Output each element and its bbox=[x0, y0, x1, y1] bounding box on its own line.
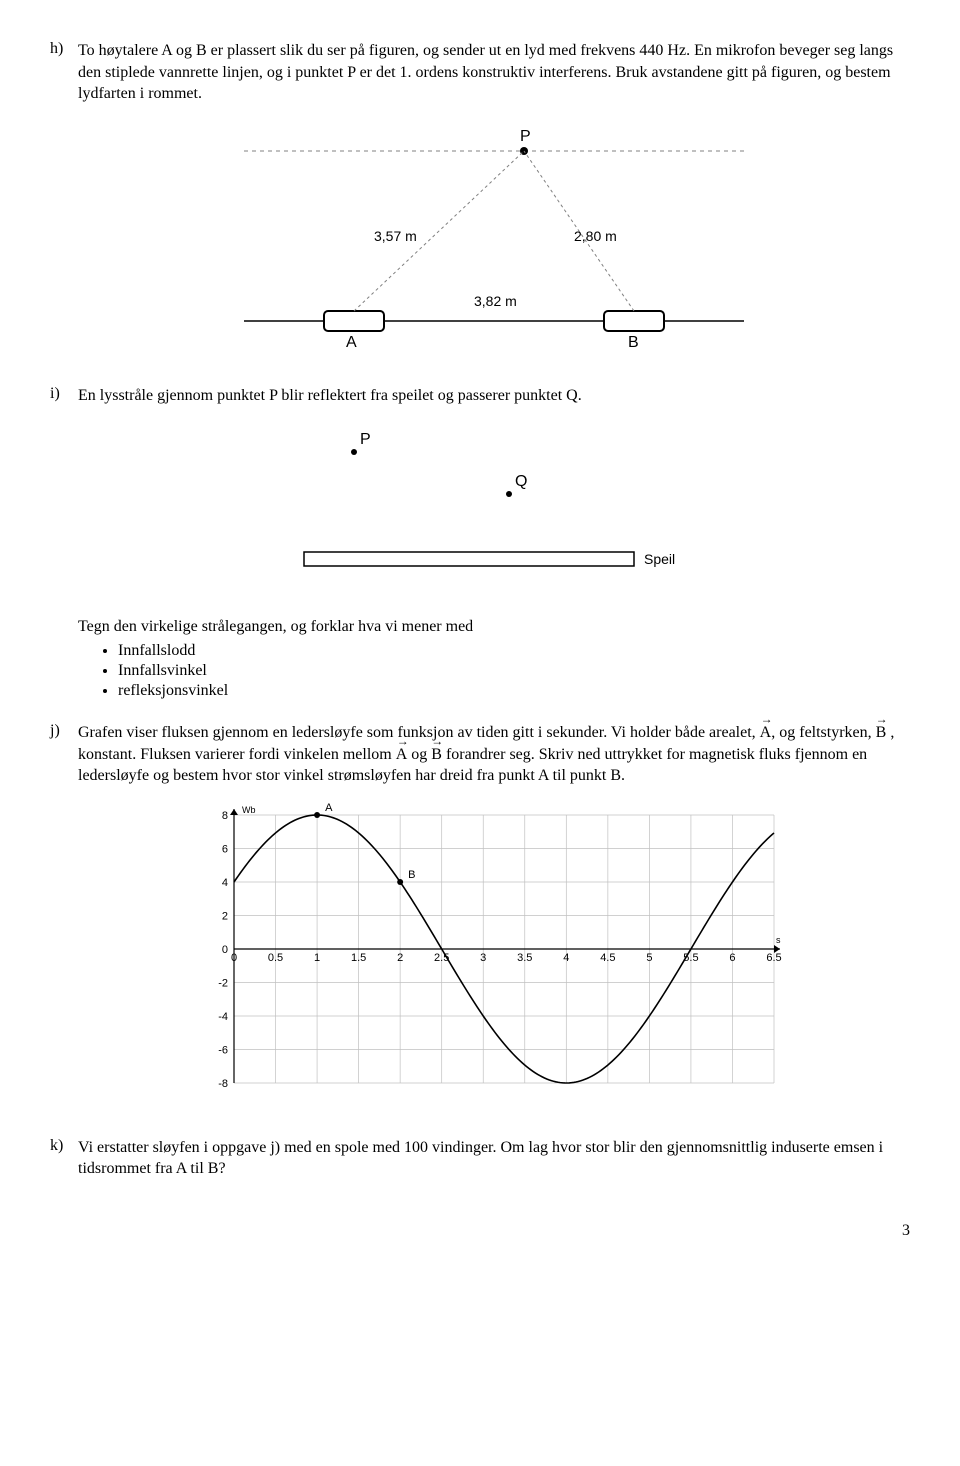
question-i-body: En lysstråle gjennom punktet P blir refl… bbox=[78, 385, 910, 712]
question-k: k) Vi erstatter sløyfen i oppgave j) med… bbox=[50, 1137, 910, 1192]
page-number: 3 bbox=[50, 1222, 910, 1240]
bullet-refleksjonsvinkel: refleksjonsvinkel bbox=[118, 682, 910, 700]
question-h-text: To høytalere A og B er plassert slik du … bbox=[78, 40, 910, 105]
question-i-text: En lysstråle gjennom punktet P blir refl… bbox=[78, 385, 910, 407]
svg-text:3.5: 3.5 bbox=[517, 952, 532, 964]
svg-text:5: 5 bbox=[646, 952, 652, 964]
question-k-label: k) bbox=[50, 1137, 78, 1192]
svg-text:4: 4 bbox=[222, 877, 228, 889]
svg-text:6: 6 bbox=[222, 843, 228, 855]
fig-h-dist-BP: 2,80 m bbox=[574, 228, 617, 244]
fig-h-label-P: P bbox=[520, 128, 531, 145]
question-j-label: j) bbox=[50, 722, 78, 1127]
fig-h-dist-AP: 3,57 m bbox=[374, 228, 417, 244]
fig-h-label-A: A bbox=[346, 334, 357, 351]
svg-text:-4: -4 bbox=[218, 1011, 228, 1023]
question-h-label: h) bbox=[50, 40, 78, 375]
j-mid1: , og feltstyrken, bbox=[771, 724, 875, 741]
j-mid3: og bbox=[407, 746, 431, 763]
svg-text:Wb: Wb bbox=[242, 805, 256, 815]
question-j: j) Grafen viser fluksen gjennom en leder… bbox=[50, 722, 910, 1127]
question-i-label: i) bbox=[50, 385, 78, 712]
fig-i-mirror-label: Speil bbox=[644, 551, 675, 567]
svg-text:8: 8 bbox=[222, 810, 228, 822]
svg-text:2: 2 bbox=[222, 910, 228, 922]
svg-text:s: s bbox=[776, 935, 781, 945]
svg-text:0: 0 bbox=[231, 952, 237, 964]
svg-text:1.5: 1.5 bbox=[351, 952, 366, 964]
fig-h-label-B: B bbox=[628, 334, 639, 351]
svg-text:A: A bbox=[325, 803, 333, 814]
question-h: h) To høytalere A og B er plassert slik … bbox=[50, 40, 910, 375]
fig-i-label-Q: Q bbox=[515, 473, 527, 490]
question-i-bullets: Innfallslodd Innfallsvinkel refleksjonsv… bbox=[78, 642, 910, 700]
question-h-body: To høytalere A og B er plassert slik du … bbox=[78, 40, 910, 375]
svg-text:1: 1 bbox=[314, 952, 320, 964]
svg-text:4.5: 4.5 bbox=[600, 952, 615, 964]
j-text-before: Grafen viser fluksen gjennom en lederslø… bbox=[78, 724, 760, 741]
bullet-innfallslodd: Innfallslodd bbox=[118, 642, 910, 660]
question-j-text: Grafen viser fluksen gjennom en lederslø… bbox=[78, 722, 910, 787]
fig-i-label-P: P bbox=[360, 431, 371, 448]
question-k-text: Vi erstatter sløyfen i oppgave j) med en… bbox=[78, 1137, 910, 1180]
svg-text:2: 2 bbox=[397, 952, 403, 964]
svg-text:B: B bbox=[408, 869, 415, 881]
svg-text:6.5: 6.5 bbox=[766, 952, 781, 964]
fig-h-dist-AB: 3,82 m bbox=[474, 293, 517, 309]
svg-text:-6: -6 bbox=[218, 1044, 228, 1056]
svg-text:-8: -8 bbox=[218, 1078, 228, 1090]
question-k-body: Vi erstatter sløyfen i oppgave j) med en… bbox=[78, 1137, 910, 1192]
bullet-innfallsvinkel: Innfallsvinkel bbox=[118, 662, 910, 680]
svg-text:-2: -2 bbox=[218, 977, 228, 989]
svg-text:6: 6 bbox=[729, 952, 735, 964]
figure-mirror: P Q Speil bbox=[234, 422, 754, 592]
question-i-after: Tegn den virkelige strålegangen, og fork… bbox=[78, 616, 910, 638]
svg-text:0.5: 0.5 bbox=[268, 952, 283, 964]
svg-text:0: 0 bbox=[222, 944, 228, 956]
question-i: i) En lysstråle gjennom punktet P blir r… bbox=[50, 385, 910, 712]
svg-text:4: 4 bbox=[563, 952, 569, 964]
question-j-body: Grafen viser fluksen gjennom en lederslø… bbox=[78, 722, 910, 1127]
svg-text:3: 3 bbox=[480, 952, 486, 964]
figure-flux-chart: 00.511.522.533.544.555.566.5-8-6-4-20246… bbox=[194, 803, 794, 1103]
figure-interference: P A B 3,57 m 2,80 m 3,82 m bbox=[234, 121, 754, 351]
